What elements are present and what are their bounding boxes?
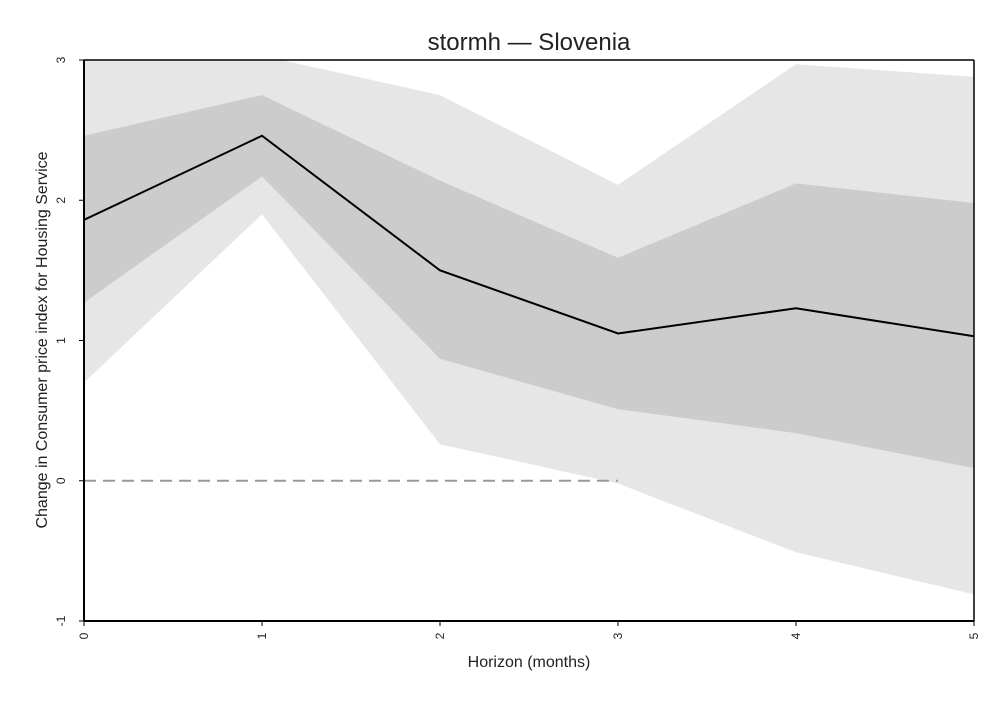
y-tick-label: 0 — [54, 477, 68, 484]
x-tick-label: 0 — [77, 632, 91, 639]
x-axis-label: Horizon (months) — [468, 654, 591, 671]
axes: -1 0 1 2 3 0 1 2 3 4 5 — [54, 56, 981, 639]
x-tick-label: 2 — [433, 632, 447, 639]
x-tick-label: 1 — [255, 632, 269, 639]
plot-area — [84, 60, 974, 595]
x-tick-label: 3 — [611, 632, 625, 639]
y-tick-label: -1 — [54, 615, 68, 626]
y-tick-label: 2 — [54, 197, 68, 204]
y-tick-label: 3 — [54, 56, 68, 63]
inner-confidence-band — [84, 95, 974, 469]
y-axis-label: Change in Consumer price index for Housi… — [34, 151, 51, 528]
y-tick-label: 1 — [54, 337, 68, 344]
x-tick-label: 4 — [789, 632, 803, 639]
estimate-line — [84, 134, 974, 338]
chart-title: stormh — Slovenia — [428, 29, 631, 56]
x-tick-label: 5 — [967, 632, 981, 639]
